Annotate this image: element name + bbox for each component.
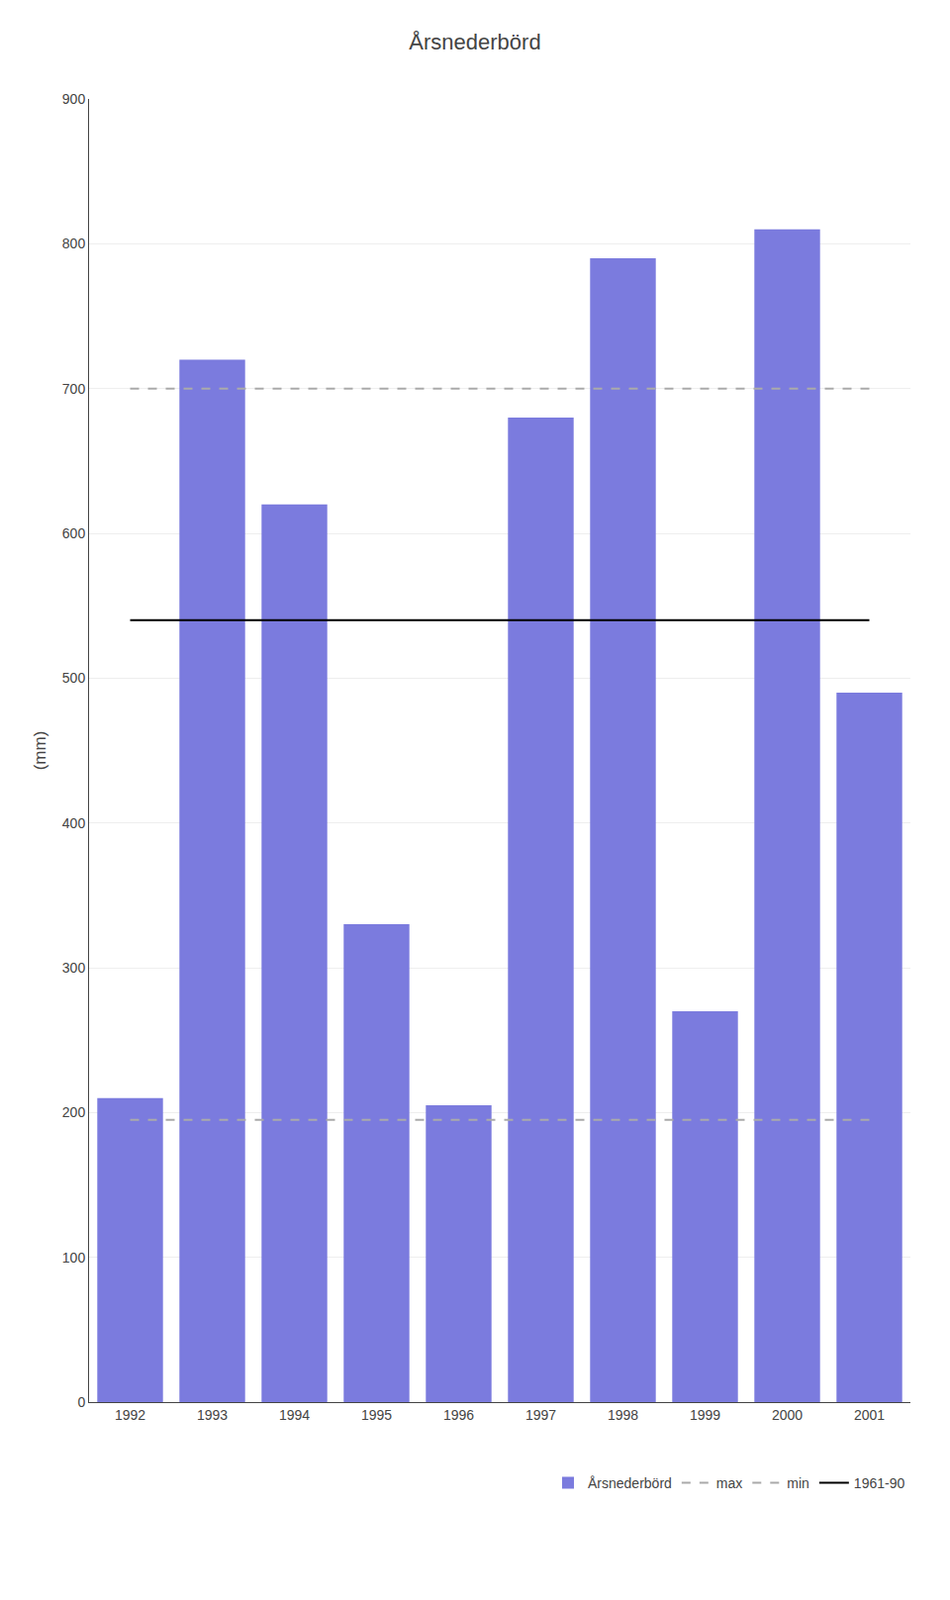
svg-text:900: 900: [62, 91, 87, 107]
svg-text:300: 300: [62, 959, 87, 976]
svg-text:0: 0: [77, 1394, 86, 1411]
svg-text:max: max: [716, 1475, 743, 1492]
svg-text:1997: 1997: [525, 1407, 557, 1424]
svg-text:1998: 1998: [607, 1407, 639, 1424]
svg-text:2000: 2000: [771, 1407, 803, 1424]
svg-text:Årsnederbörd: Årsnederbörd: [408, 29, 541, 55]
svg-text:1993: 1993: [196, 1407, 228, 1424]
svg-text:200: 200: [62, 1104, 87, 1121]
svg-text:(mm): (mm): [30, 731, 50, 771]
svg-text:1992: 1992: [114, 1407, 146, 1424]
svg-text:min: min: [786, 1475, 810, 1492]
svg-text:1961-90: 1961-90: [854, 1475, 906, 1492]
svg-text:1995: 1995: [361, 1407, 392, 1424]
svg-text:500: 500: [62, 669, 87, 686]
svg-text:400: 400: [62, 815, 87, 832]
svg-text:800: 800: [62, 235, 87, 252]
svg-text:1996: 1996: [443, 1407, 475, 1424]
svg-text:Årsnederbörd: Årsnederbörd: [587, 1475, 672, 1492]
svg-text:1994: 1994: [279, 1407, 310, 1424]
svg-text:600: 600: [62, 525, 87, 542]
svg-text:1999: 1999: [689, 1407, 721, 1424]
svg-text:2001: 2001: [854, 1407, 885, 1424]
svg-text:700: 700: [62, 380, 87, 397]
svg-text:100: 100: [62, 1249, 87, 1266]
